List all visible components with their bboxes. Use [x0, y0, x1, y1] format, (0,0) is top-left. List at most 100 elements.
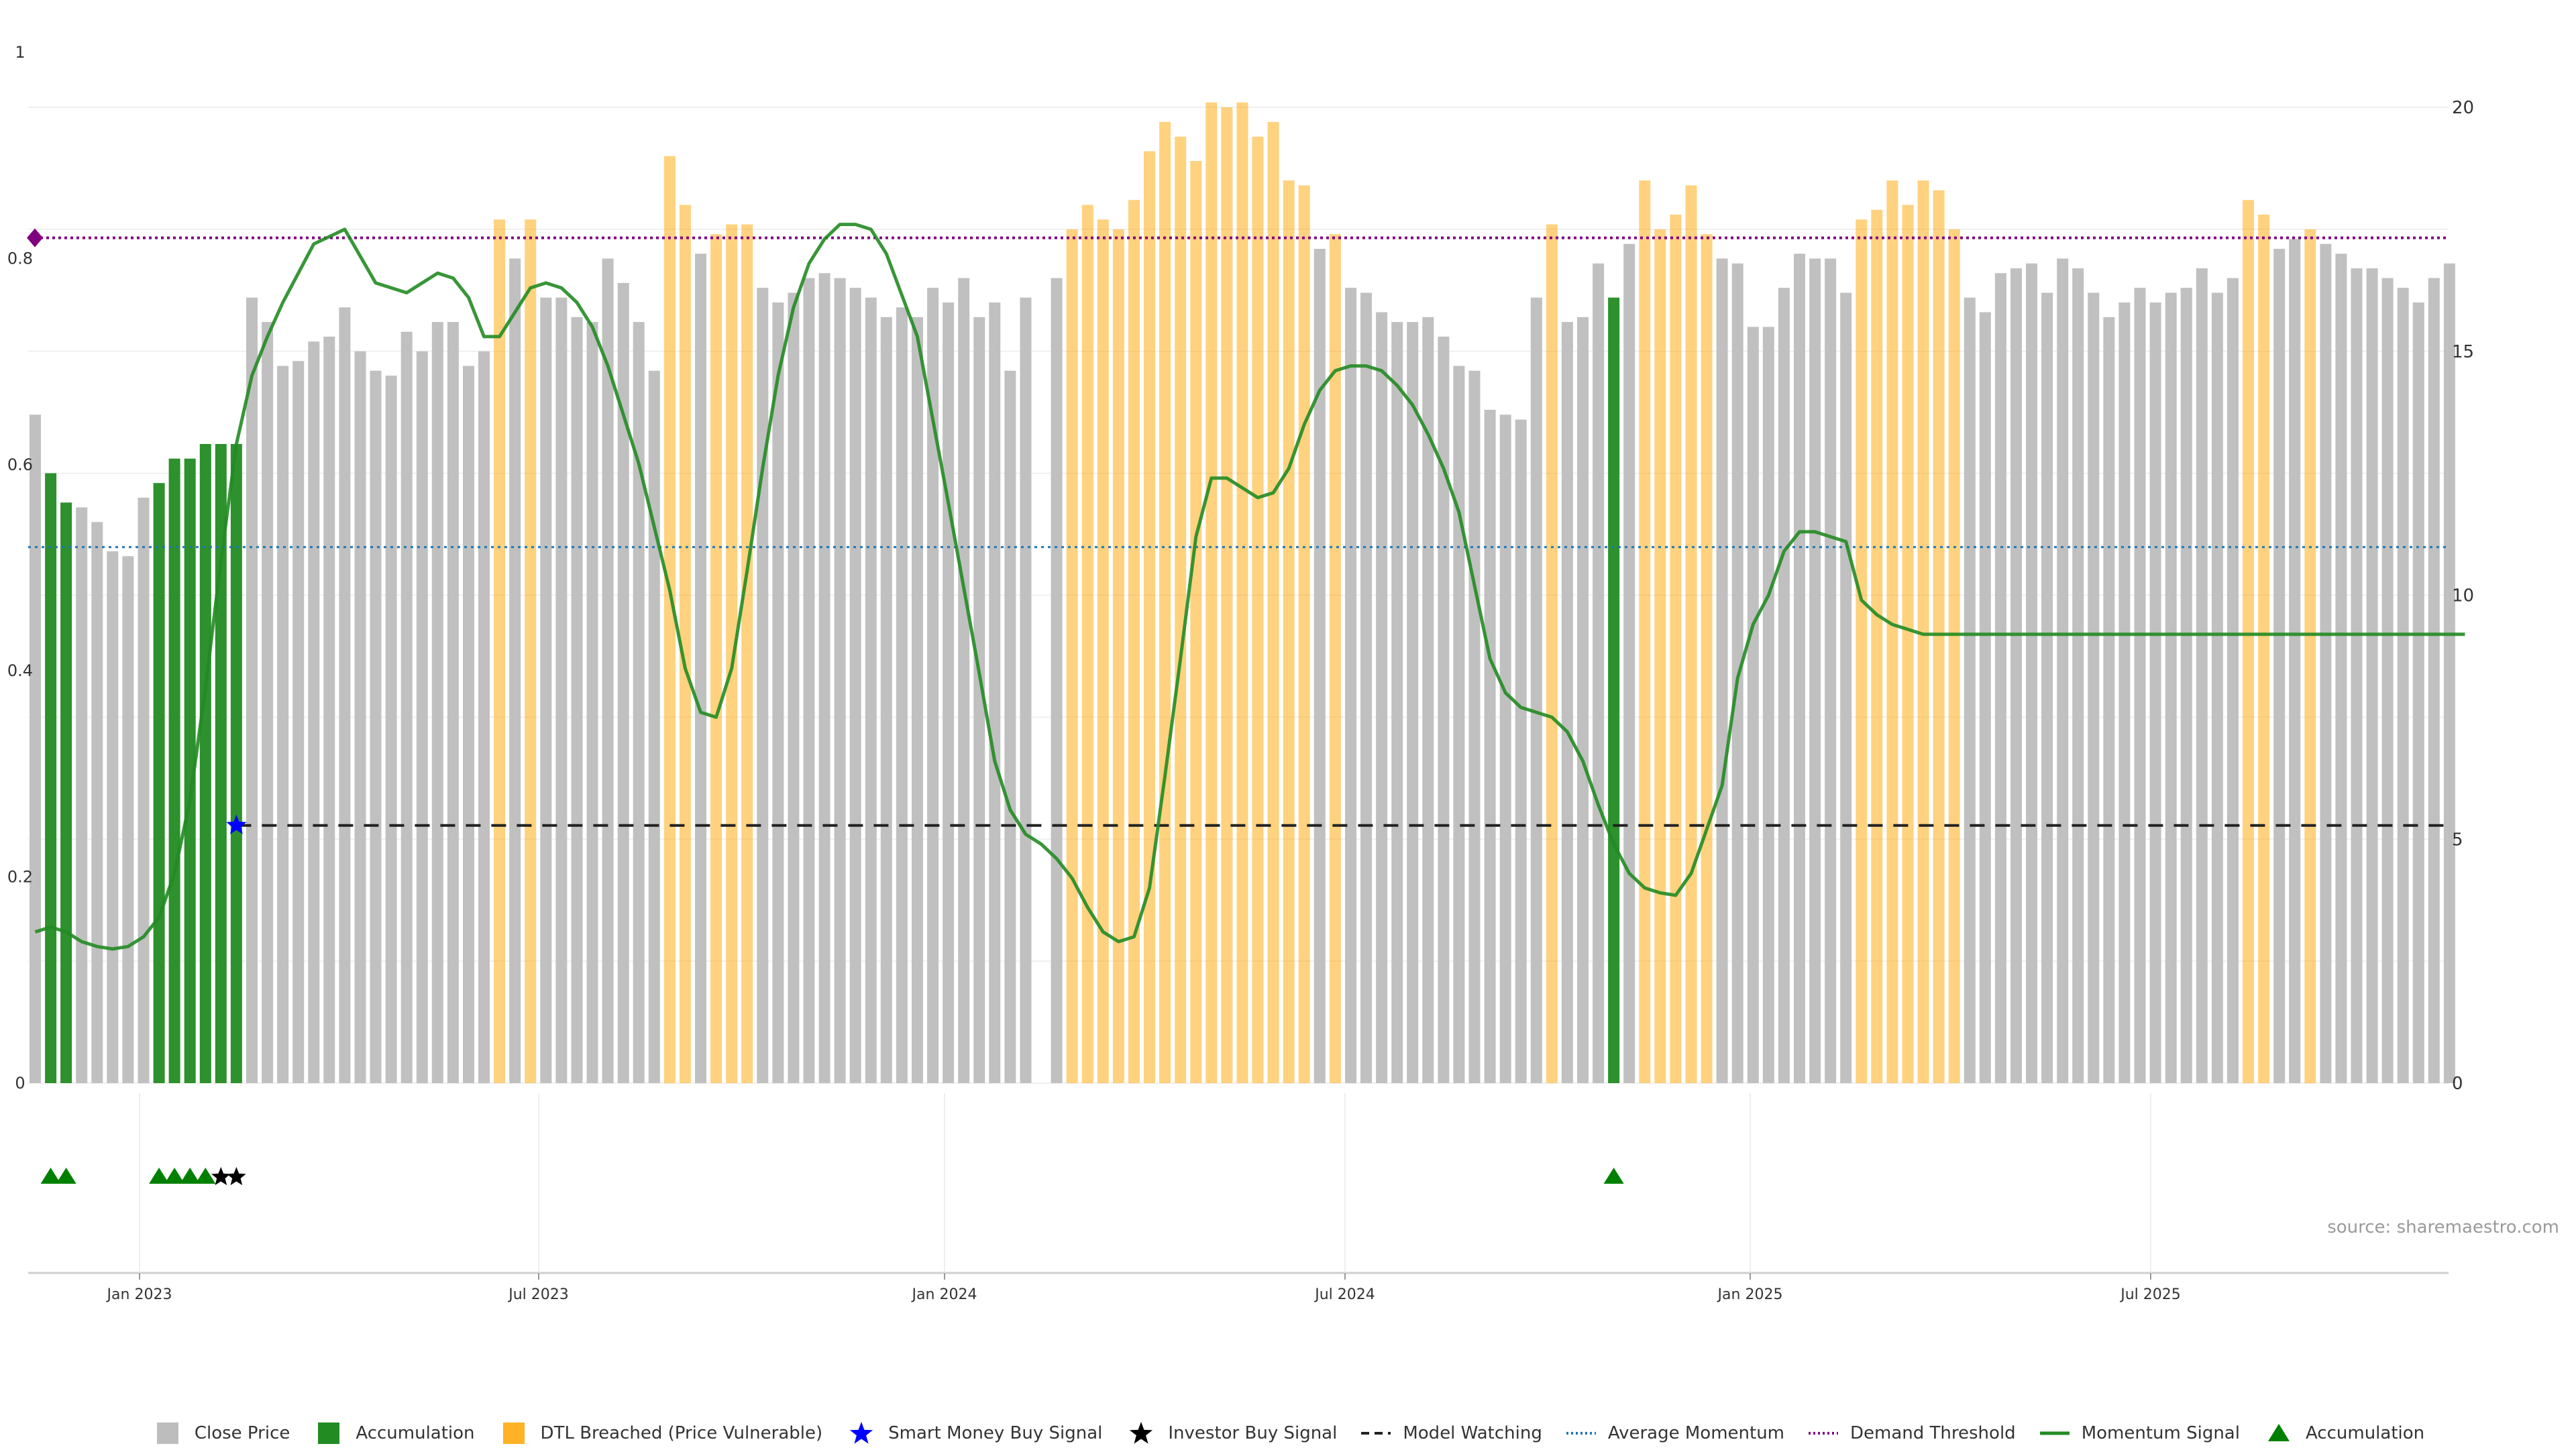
close-bar: [308, 341, 320, 1084]
legend-swatch: [1809, 1432, 1839, 1435]
close-bar: [2010, 268, 2022, 1084]
legend-star-icon: [1130, 1422, 1153, 1444]
close-bar: [1499, 414, 1511, 1083]
close-bar: [617, 282, 629, 1083]
close-bar: [648, 370, 660, 1083]
legend-label: Momentum Signal: [2081, 1423, 2240, 1443]
close-bar: [880, 317, 892, 1083]
close-bar: [91, 522, 103, 1083]
close-bar: [1994, 273, 2006, 1083]
dtl-bar: [741, 224, 753, 1084]
dtl-bar: [1685, 185, 1697, 1083]
legend-label: Close Price: [194, 1423, 290, 1443]
close-bar: [370, 370, 382, 1083]
y-left-tick-label: 0.2: [7, 868, 33, 887]
legend-item: DTL Breached (Price Vulnerable): [498, 1421, 822, 1445]
close-bar: [1762, 327, 1774, 1083]
close-bar: [122, 556, 134, 1083]
close-bar: [509, 258, 521, 1083]
y-right-tick-label: 5: [2452, 830, 2463, 850]
close-bar: [2057, 258, 2069, 1083]
accumulation-triangle-icon: [164, 1168, 185, 1184]
dtl-bar: [1221, 107, 1233, 1083]
close-bar: [1020, 297, 1032, 1084]
dtl-bar: [1298, 185, 1310, 1083]
close-bar: [2118, 302, 2131, 1083]
close-bar: [1453, 366, 1465, 1083]
close-bar: [463, 366, 474, 1083]
chart-legend: Close Price Accumulation DTL Breached (Pri…: [0, 1416, 2576, 1450]
close-bar: [431, 322, 443, 1084]
legend-item: Investor Buy Signal: [1125, 1421, 1337, 1445]
dtl-bar: [710, 234, 722, 1084]
close-bar: [1051, 278, 1063, 1084]
dtl-bar: [1856, 219, 1868, 1083]
close-bar: [2412, 302, 2424, 1083]
close-bar: [818, 273, 830, 1083]
signal-markers: [27, 228, 1624, 1186]
close-bar: [2443, 263, 2455, 1083]
dtl-bar: [1639, 180, 1651, 1084]
x-tick-label: Jul 2023: [507, 1286, 569, 1303]
close-bar: [2226, 278, 2239, 1084]
legend-item: Model Watching: [1360, 1421, 1542, 1445]
demand-diamond-icon: [27, 228, 43, 247]
investor-star-icon: [211, 1167, 231, 1186]
close-bar: [695, 254, 706, 1084]
dtl-bar: [1654, 229, 1666, 1083]
x-tick-label: Jan 2025: [1717, 1286, 1783, 1303]
dtl-bar: [1871, 209, 1883, 1083]
legend-label: Demand Threshold: [1850, 1423, 2016, 1443]
close-bar: [1360, 292, 1372, 1083]
legend-swatch: [502, 1423, 525, 1444]
close-bar: [1794, 254, 1805, 1084]
close-bar: [2103, 317, 2115, 1083]
close-bar: [633, 322, 645, 1084]
x-tick-label: Jan 2023: [106, 1286, 172, 1303]
close-bar: [958, 278, 970, 1084]
dtl-bar: [525, 219, 537, 1083]
price-bars: [30, 102, 2455, 1084]
accumulation-bar: [230, 444, 242, 1083]
dtl-bar: [1701, 234, 1713, 1084]
close-bar: [478, 351, 490, 1084]
close-bar: [2428, 278, 2440, 1084]
investor-star-icon: [227, 1167, 246, 1186]
close-bar: [1747, 327, 1759, 1083]
accumulation-bar: [153, 483, 165, 1083]
close-bar: [2366, 268, 2378, 1084]
close-bar: [2381, 278, 2394, 1084]
legend-swatch: [318, 1423, 340, 1444]
close-bar: [1778, 288, 1790, 1084]
close-bar: [1716, 258, 1728, 1083]
close-bar: [2026, 263, 2037, 1083]
close-bar: [447, 322, 459, 1084]
close-bar: [1376, 312, 1388, 1083]
dtl-bar: [1670, 215, 1682, 1083]
accumulation-bar: [215, 444, 227, 1083]
close-bar: [973, 317, 985, 1083]
close-bar: [2273, 249, 2286, 1083]
close-bar: [1484, 410, 1496, 1083]
dtl-bar: [1236, 102, 1248, 1084]
close-bar: [834, 278, 846, 1084]
close-bar: [849, 288, 861, 1084]
accumulation-triangle-icon: [56, 1168, 76, 1184]
dtl-bar: [1175, 136, 1187, 1084]
close-bar: [757, 288, 769, 1084]
close-bar: [1530, 297, 1542, 1084]
x-tick-label: Jul 2025: [2119, 1286, 2181, 1303]
close-bar: [1964, 297, 1976, 1084]
dtl-bar: [1902, 205, 1914, 1083]
close-bar: [2397, 288, 2409, 1084]
close-bar: [1577, 317, 1589, 1083]
close-bar: [2289, 239, 2301, 1083]
legend-label: Smart Money Buy Signal: [888, 1423, 1103, 1443]
y-left-tick-label: 1: [15, 43, 25, 62]
dtl-bar: [663, 156, 676, 1084]
close-bar: [602, 258, 614, 1083]
close-bar: [262, 322, 274, 1084]
legend-item: Close Price: [152, 1421, 290, 1445]
y-left-tick-label: 0.4: [7, 661, 33, 680]
